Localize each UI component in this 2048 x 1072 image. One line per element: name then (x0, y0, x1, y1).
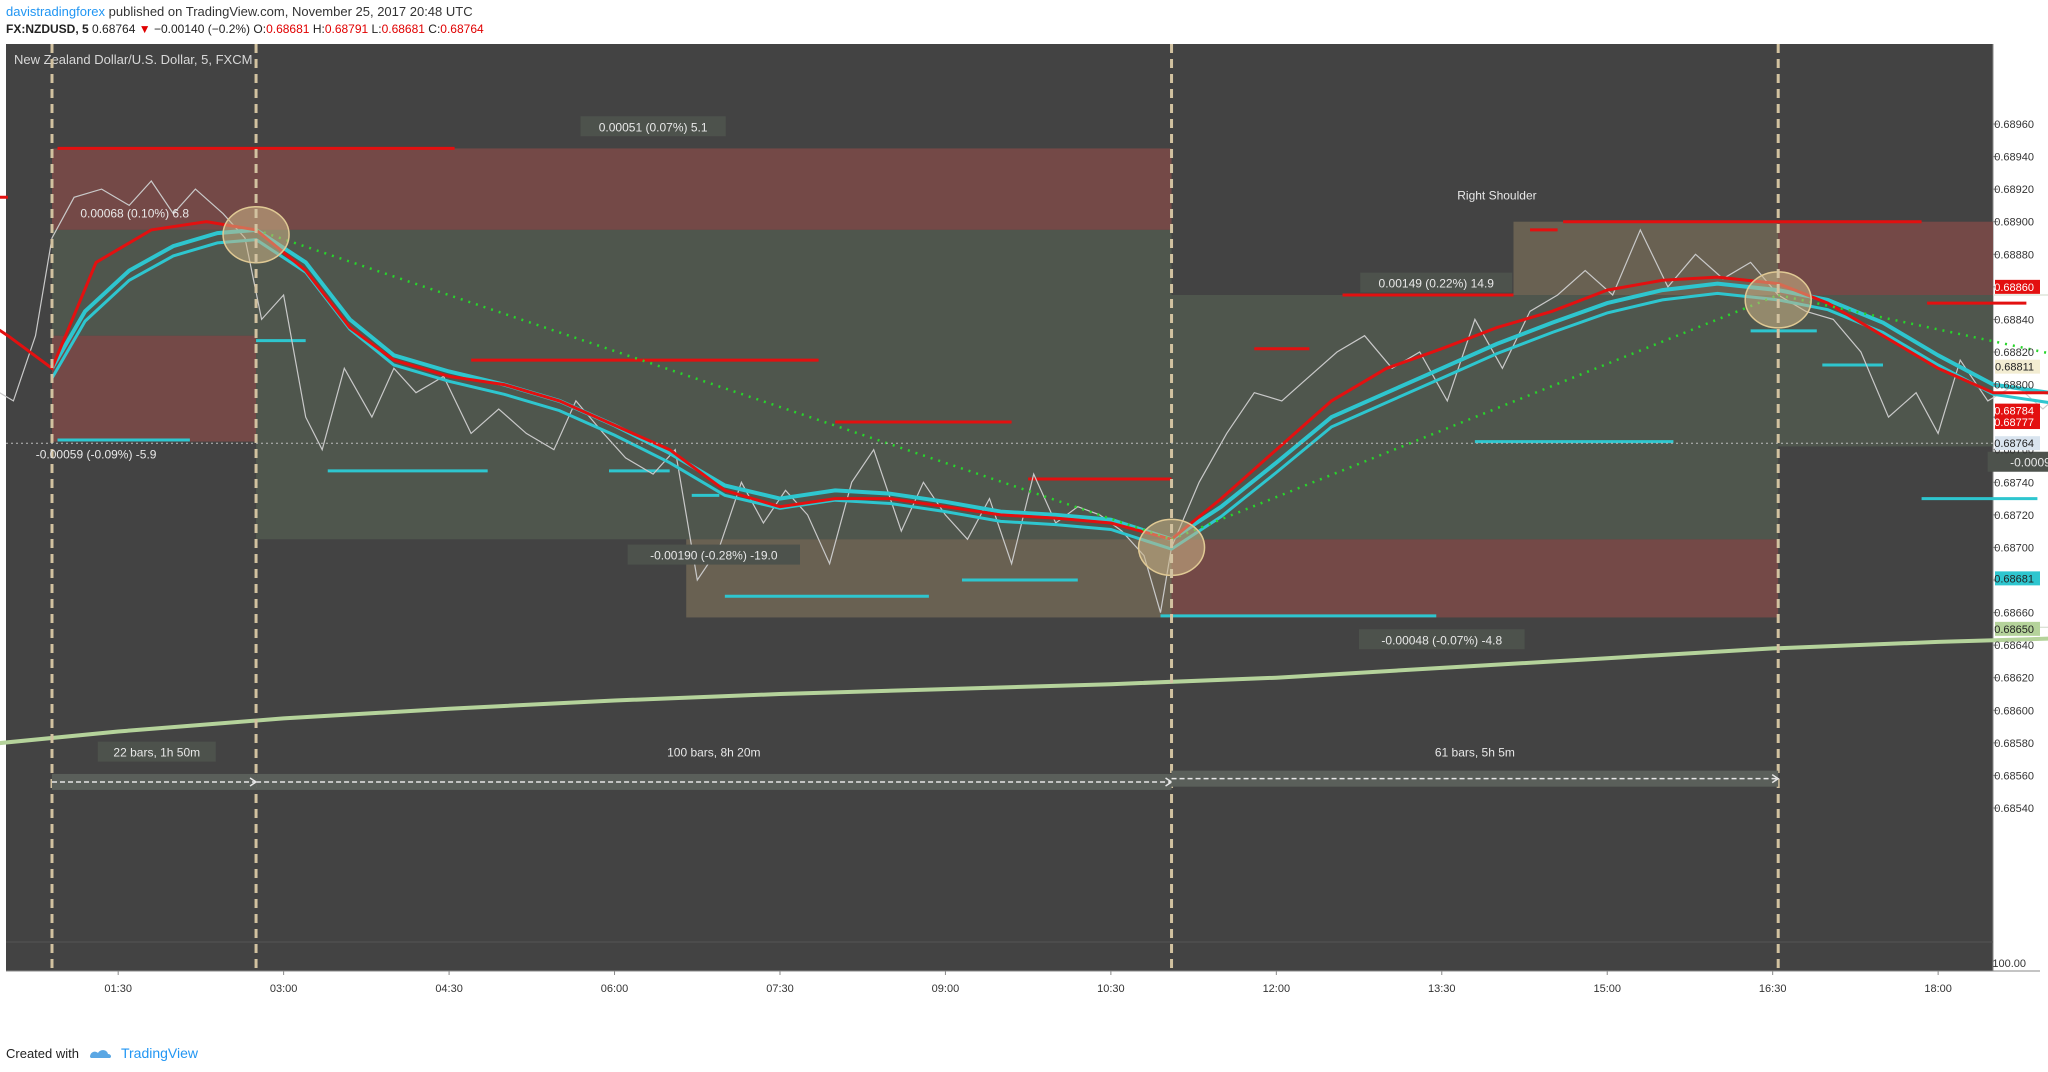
bar-range-box (1171, 770, 1779, 787)
price-tag-label: 0.68681 (1994, 573, 2034, 585)
y-tick-label: 0.68880 (1994, 249, 2034, 261)
y-tick-label: 0.68720 (1994, 510, 2034, 522)
bar-range-box (52, 773, 257, 790)
x-tick-label: 09:00 (932, 983, 960, 995)
tradingview-brand-link[interactable]: TradingView (120, 1045, 199, 1061)
x-tick-label: 13:30 (1428, 983, 1456, 995)
price-chart[interactable]: New Zealand Dollar/U.S. Dollar, 5, FXCM 0… (0, 42, 2048, 1039)
low-label: L: (371, 22, 382, 36)
symbol-ohlc-line: FX:NZDUSD, 5 0.68764 ▼ −0.00140 (−0.2%) … (6, 22, 484, 36)
change-value: −0.00140 (−0.2%) (153, 22, 251, 36)
x-tick-label: 07:30 (766, 983, 794, 995)
annotation-label: -0.00059 (-0.09%) -5.9 (36, 448, 157, 462)
y-tick-label: 0.68960 (1994, 119, 2034, 131)
price-tag-bg (1995, 571, 2040, 586)
annotation-label: -0.00048 (-0.07%) -4.8 (1381, 633, 1502, 647)
author-link[interactable]: davistradingforex (6, 4, 105, 19)
x-tick-label: 16:30 (1759, 983, 1787, 995)
footer: Created with TradingView (6, 1045, 198, 1061)
annotation-label-bg (627, 544, 800, 565)
price-tag-bg (1995, 359, 2040, 374)
y-tick-label: 0.68820 (1994, 347, 2034, 359)
y-tick-label: 0.68660 (1994, 608, 2034, 620)
range-box (1171, 539, 1779, 618)
price-tag-label: 0.68811 (1995, 362, 2034, 374)
price-tag-label: 0.68764 (1994, 438, 2034, 450)
y-tick-label: 0.68840 (1994, 314, 2034, 326)
annotation-label: 22 bars, 1h 50m (113, 746, 200, 760)
annotation-label: 0.00068 (0.10%) 6.8 (80, 207, 189, 221)
annotation-label: -0.00190 (-0.28%) -19.0 (650, 549, 778, 563)
range-box (1171, 295, 1779, 540)
symbol-label: FX:NZDUSD, 5 (6, 22, 89, 36)
annotation-label: Right Shoulder (1457, 189, 1536, 203)
x-tick-label: 01:30 (104, 983, 132, 995)
x-tick-label: 10:30 (1097, 983, 1125, 995)
last-price: 0.68764 (92, 22, 136, 36)
price-tag-label: 0.68777 (1994, 417, 2034, 429)
published-text: published on TradingView.com, November 2… (108, 4, 473, 19)
annotation-label: 0.00051 (0.07%) 5.1 (599, 120, 708, 134)
x-tick-label: 06:00 (601, 983, 629, 995)
x-tick-label: 15:00 (1593, 983, 1621, 995)
price-tag-bg (1995, 279, 2040, 294)
open-label: O: (253, 22, 267, 36)
x-tick-label: 04:30 (435, 983, 463, 995)
y-tick-label: 0.68800 (1994, 380, 2034, 392)
x-tick-label: 12:00 (1263, 983, 1291, 995)
y-tick-label: 0.68920 (1994, 184, 2034, 196)
annotation-label-bg (1358, 629, 1525, 650)
publisher-line: davistradingforex published on TradingVi… (6, 4, 473, 19)
x-tick-label: 03:00 (270, 983, 298, 995)
low-value: 0.68681 (381, 22, 425, 36)
open-value: 0.68681 (266, 22, 310, 36)
y-tick-label: 0.68900 (1994, 217, 2034, 229)
bar-range-arrow-head (1771, 774, 1780, 784)
price-tag-bg (1995, 415, 2040, 430)
close-label: C: (428, 22, 441, 36)
trend-line (1171, 293, 1779, 541)
price-axis-background (1993, 44, 2040, 971)
long-moving-average-line (0, 636, 2048, 746)
price-tag-label: 0.68860 (1994, 282, 2034, 294)
annotation-label: 0.00149 (0.22%) 14.9 (1379, 277, 1495, 291)
y-tick-label: 0.68620 (1994, 673, 2034, 685)
annotation-label-bg (1360, 272, 1513, 293)
close-value: 0.68764 (440, 22, 484, 36)
y-tick-label: 0.68600 (1994, 705, 2034, 717)
y-tick-label: 0.68700 (1994, 542, 2034, 554)
annotation-label-bg (1987, 451, 2048, 472)
high-value: 0.68791 (324, 22, 369, 36)
annotation-label: 100 bars, 8h 20m (667, 746, 760, 760)
indicator-scale-label: 100.00 (1992, 958, 2026, 970)
range-box (1778, 295, 1993, 447)
x-tick-label: 18:00 (1924, 983, 1952, 995)
price-tag-label: 0.68784 (1994, 406, 2034, 418)
price-tag-bg (1995, 403, 2040, 418)
y-tick-label: 0.68580 (1994, 738, 2034, 750)
y-tick-label: 0.68940 (1994, 152, 2034, 164)
y-tick-label: 0.68540 (1994, 803, 2034, 815)
price-tag-bg (1995, 436, 2040, 451)
range-box (52, 148, 1172, 230)
range-box (52, 335, 257, 442)
change-arrow-icon: ▼ (138, 22, 151, 36)
trend-line (255, 228, 1172, 541)
price-tag-label: 0.68650 (1994, 624, 2034, 636)
annotation-label: 61 bars, 5h 5m (1435, 746, 1515, 760)
chart-title: New Zealand Dollar/U.S. Dollar, 5, FXCM (14, 52, 252, 67)
tradingview-logo-icon[interactable] (87, 1046, 113, 1060)
annotation-label-bg (97, 741, 216, 762)
range-box (1778, 221, 1993, 295)
annotation-label-bg (580, 116, 726, 137)
y-tick-label: 0.68740 (1994, 477, 2034, 489)
price-tag-bg (1995, 621, 2040, 636)
slow-moving-average-line (0, 220, 2048, 541)
high-label: H: (312, 22, 325, 36)
created-with-text: Created with (6, 1045, 79, 1061)
y-tick-label: 0.68640 (1994, 640, 2034, 652)
y-tick-label: 0.68560 (1994, 770, 2034, 782)
